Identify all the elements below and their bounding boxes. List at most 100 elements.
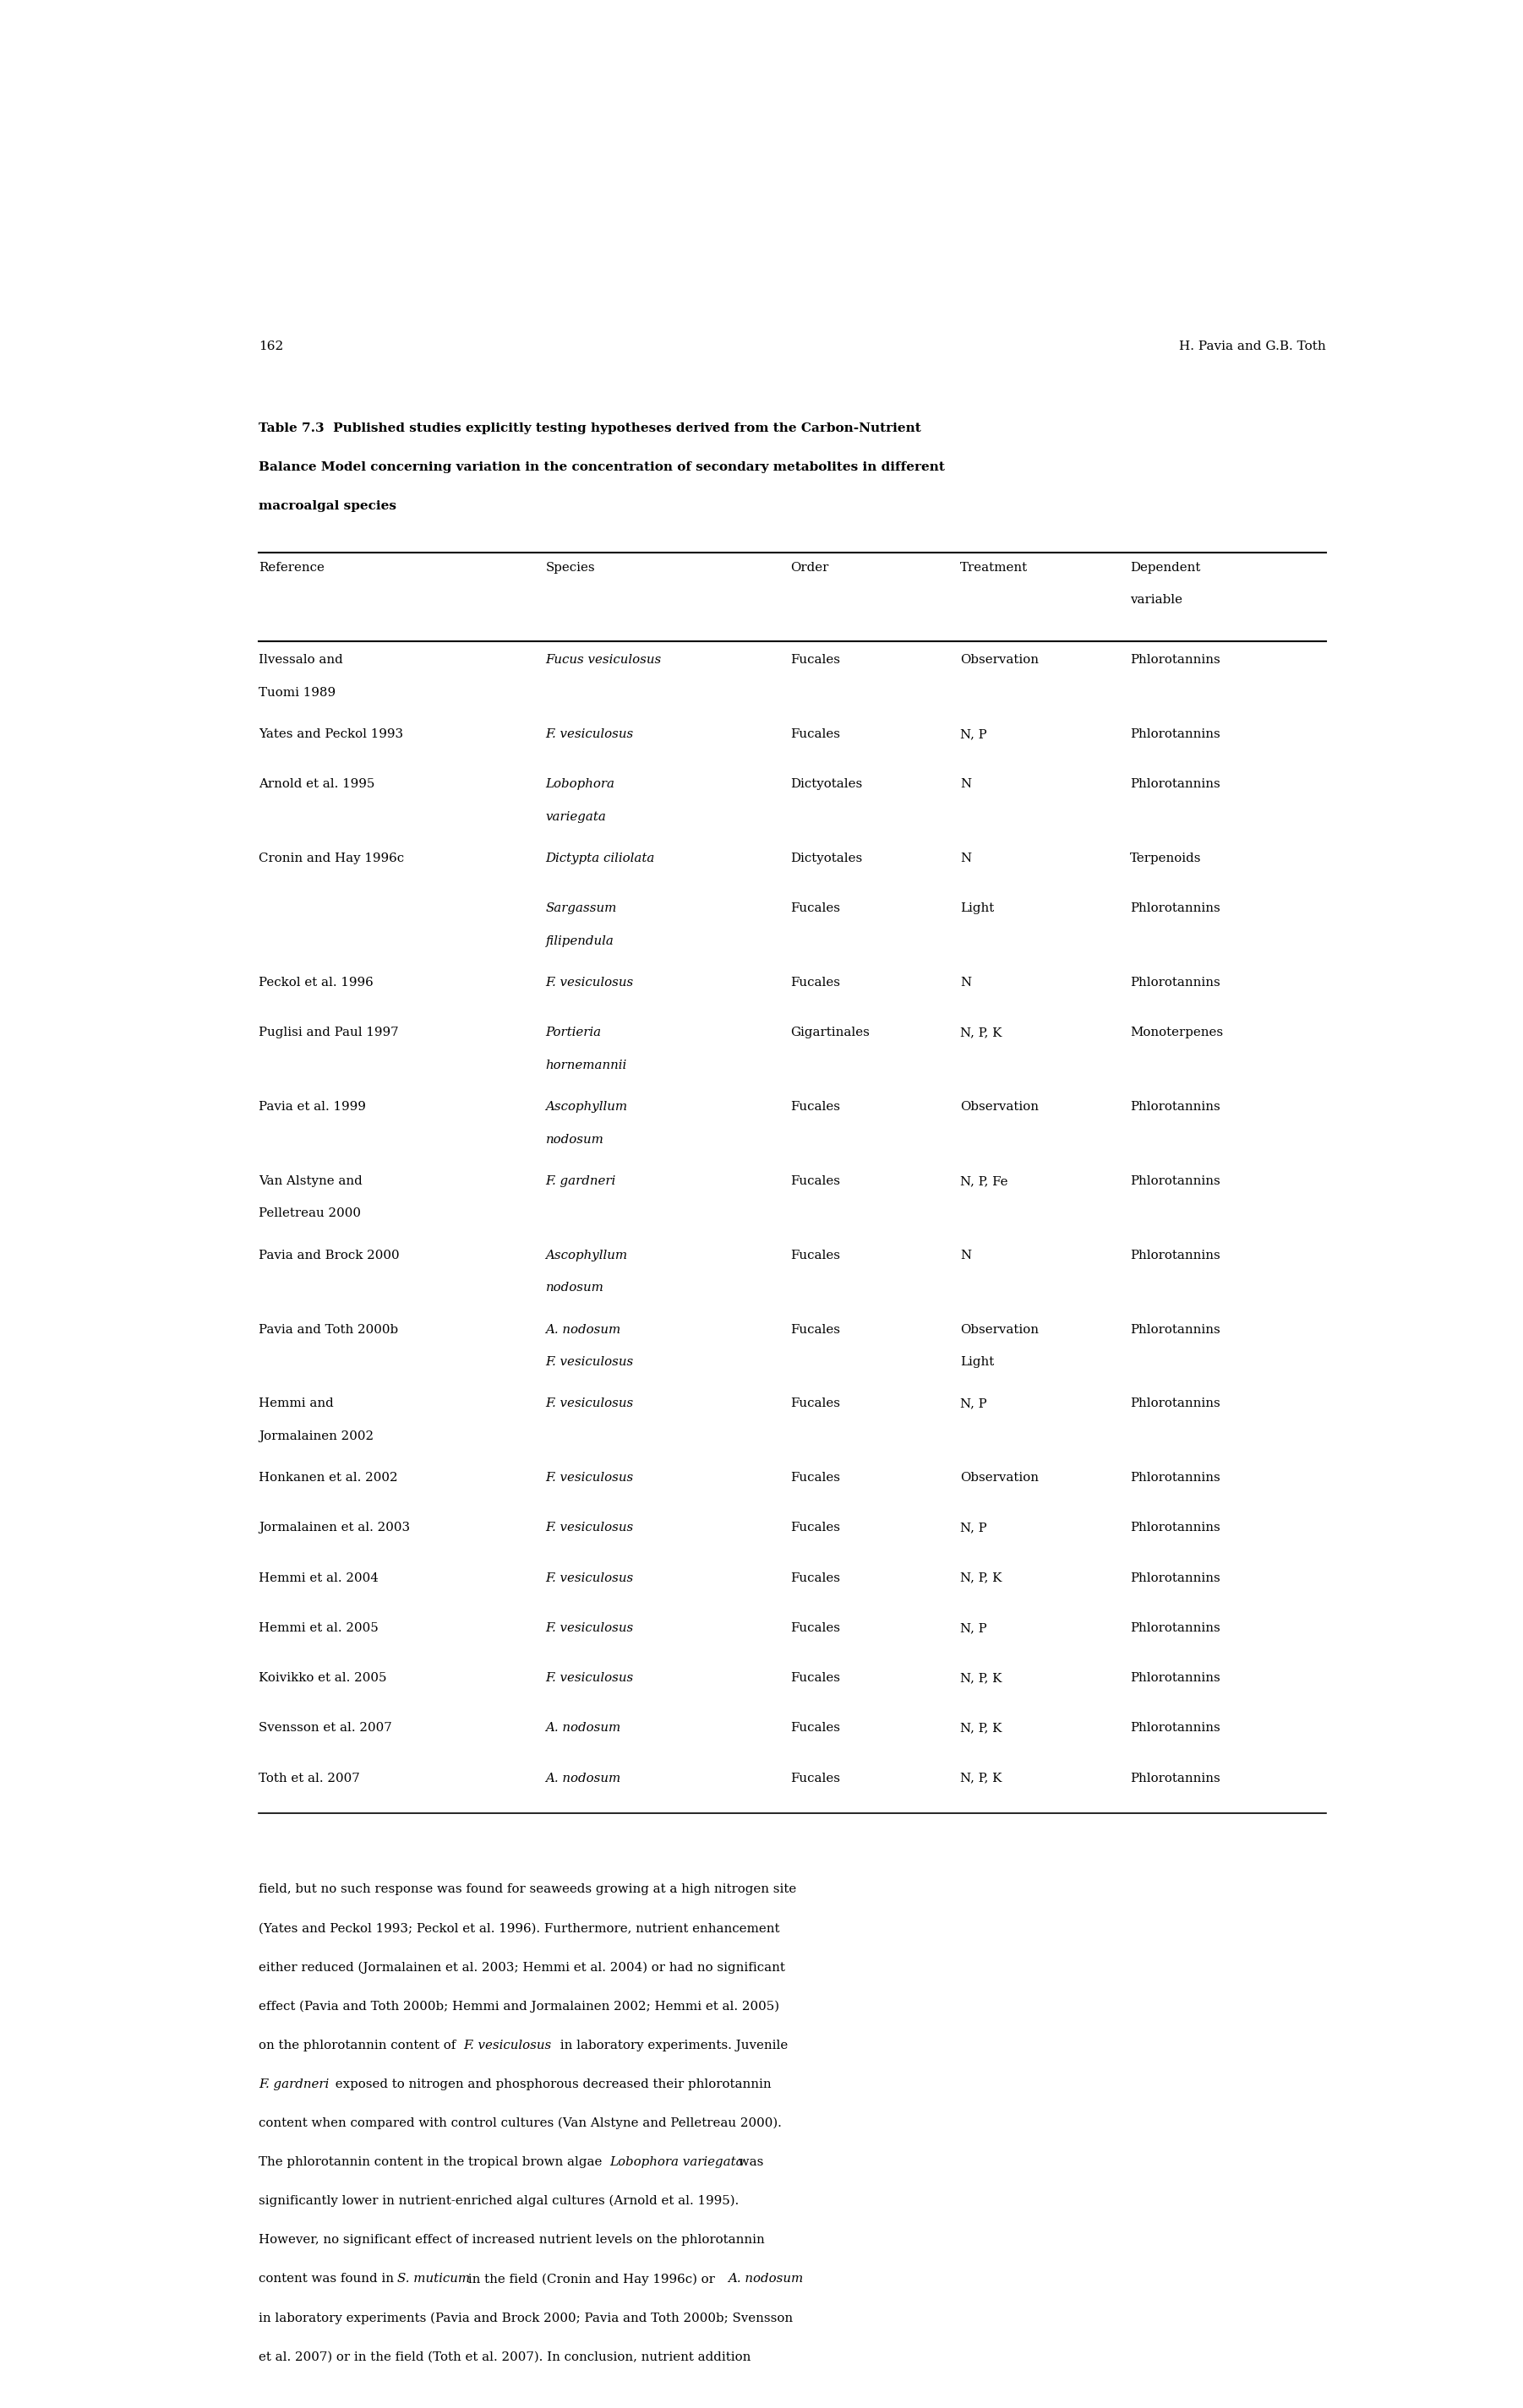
Text: N, P, K: N, P, K <box>959 1026 1002 1038</box>
Text: Ilvessalo and: Ilvessalo and <box>259 655 343 667</box>
Text: Arnold et al. 1995: Arnold et al. 1995 <box>259 778 375 790</box>
Text: Phlorotannins: Phlorotannins <box>1130 1772 1220 1784</box>
Text: Van Alstyne and: Van Alstyne and <box>259 1175 362 1187</box>
Text: Koivikko et al. 2005: Koivikko et al. 2005 <box>259 1671 387 1683</box>
Text: content was found in: content was found in <box>259 2273 398 2285</box>
Text: filipendula: filipendula <box>545 934 614 946</box>
Text: variegata: variegata <box>545 811 606 824</box>
Text: Dictyotales: Dictyotales <box>790 778 862 790</box>
Text: Yates and Peckol 1993: Yates and Peckol 1993 <box>259 727 404 739</box>
Text: Dependent: Dependent <box>1130 561 1200 573</box>
Text: F. vesiculosus: F. vesiculosus <box>545 978 634 990</box>
Text: Ascophyllum: Ascophyllum <box>545 1100 627 1112</box>
Text: Fucales: Fucales <box>790 1397 839 1409</box>
Text: effect (Pavia and Toth 2000b; Hemmi and Jormalainen 2002; Hemmi et al. 2005): effect (Pavia and Toth 2000b; Hemmi and … <box>259 2001 780 2013</box>
Text: in the field (Cronin and Hay 1996c) or: in the field (Cronin and Hay 1996c) or <box>463 2273 719 2285</box>
Text: Toth et al. 2007: Toth et al. 2007 <box>259 1772 359 1784</box>
Text: Fucales: Fucales <box>790 1250 839 1262</box>
Text: Phlorotannins: Phlorotannins <box>1130 1100 1220 1112</box>
Text: Phlorotannins: Phlorotannins <box>1130 1671 1220 1683</box>
Text: 162: 162 <box>259 342 283 352</box>
Text: N, P, K: N, P, K <box>959 1671 1002 1683</box>
Text: Phlorotannins: Phlorotannins <box>1130 727 1220 739</box>
Text: Hemmi et al. 2005: Hemmi et al. 2005 <box>259 1623 379 1635</box>
Text: F. gardneri: F. gardneri <box>545 1175 615 1187</box>
Text: Pavia and Toth 2000b: Pavia and Toth 2000b <box>259 1324 399 1336</box>
Text: N, P, Fe: N, P, Fe <box>959 1175 1008 1187</box>
Text: Jormalainen et al. 2003: Jormalainen et al. 2003 <box>259 1522 410 1534</box>
Text: N, P, K: N, P, K <box>959 1572 1002 1584</box>
Text: Fucales: Fucales <box>790 1324 839 1336</box>
Text: Cronin and Hay 1996c: Cronin and Hay 1996c <box>259 852 404 864</box>
Text: et al. 2007) or in the field (Toth et al. 2007). In conclusion, nutrient additio: et al. 2007) or in the field (Toth et al… <box>259 2350 751 2362</box>
Text: (Yates and Peckol 1993; Peckol et al. 1996). Furthermore, nutrient enhancement: (Yates and Peckol 1993; Peckol et al. 19… <box>259 1922 780 1934</box>
Text: variable: variable <box>1130 595 1182 607</box>
Text: Fucales: Fucales <box>790 727 839 739</box>
Text: in laboratory experiments (Pavia and Brock 2000; Pavia and Toth 2000b; Svensson: in laboratory experiments (Pavia and Bro… <box>259 2312 793 2324</box>
Text: F. vesiculosus: F. vesiculosus <box>463 2040 551 2052</box>
Text: significantly lower in nutrient-enriched algal cultures (Arnold et al. 1995).: significantly lower in nutrient-enriched… <box>259 2196 739 2208</box>
Text: F. vesiculosus: F. vesiculosus <box>545 727 634 739</box>
Text: Svensson et al. 2007: Svensson et al. 2007 <box>259 1722 391 1734</box>
Text: Phlorotannins: Phlorotannins <box>1130 1250 1220 1262</box>
Text: N: N <box>959 852 972 864</box>
Text: Terpenoids: Terpenoids <box>1130 852 1202 864</box>
Text: exposed to nitrogen and phosphorous decreased their phlorotannin: exposed to nitrogen and phosphorous decr… <box>332 2078 772 2090</box>
Text: Phlorotannins: Phlorotannins <box>1130 978 1220 990</box>
Text: Observation: Observation <box>959 1471 1039 1483</box>
Text: Fucales: Fucales <box>790 1522 839 1534</box>
Text: Phlorotannins: Phlorotannins <box>1130 1522 1220 1534</box>
Text: Fucales: Fucales <box>790 1671 839 1683</box>
Text: However, no significant effect of increased nutrient levels on the phlorotannin: However, no significant effect of increa… <box>259 2235 765 2247</box>
Text: F. vesiculosus: F. vesiculosus <box>545 1572 634 1584</box>
Text: Species: Species <box>545 561 595 573</box>
Text: Pelletreau 2000: Pelletreau 2000 <box>259 1209 361 1218</box>
Text: either reduced (Jormalainen et al. 2003; Hemmi et al. 2004) or had no significan: either reduced (Jormalainen et al. 2003;… <box>259 1963 786 1975</box>
Text: Lobophora: Lobophora <box>545 778 615 790</box>
Text: F. vesiculosus: F. vesiculosus <box>545 1522 634 1534</box>
Text: A. nodosum: A. nodosum <box>545 1772 621 1784</box>
Text: F. vesiculosus: F. vesiculosus <box>545 1623 634 1635</box>
Text: Fucales: Fucales <box>790 1623 839 1635</box>
Text: Phlorotannins: Phlorotannins <box>1130 1623 1220 1635</box>
Text: Fucales: Fucales <box>790 1572 839 1584</box>
Text: Hemmi and: Hemmi and <box>259 1397 334 1409</box>
Text: Puglisi and Paul 1997: Puglisi and Paul 1997 <box>259 1026 399 1038</box>
Text: Ascophyllum: Ascophyllum <box>545 1250 627 1262</box>
Text: was: was <box>734 2155 765 2167</box>
Text: A. nodosum: A. nodosum <box>545 1324 621 1336</box>
Text: Phlorotannins: Phlorotannins <box>1130 1572 1220 1584</box>
Text: on the phlorotannin content of: on the phlorotannin content of <box>259 2040 460 2052</box>
Text: Phlorotannins: Phlorotannins <box>1130 655 1220 667</box>
Text: N, P: N, P <box>959 1623 987 1635</box>
Text: Phlorotannins: Phlorotannins <box>1130 778 1220 790</box>
Text: Light: Light <box>959 903 995 915</box>
Text: Treatment: Treatment <box>959 561 1028 573</box>
Text: Phlorotannins: Phlorotannins <box>1130 1397 1220 1409</box>
Text: Tuomi 1989: Tuomi 1989 <box>259 686 337 698</box>
Text: Pavia et al. 1999: Pavia et al. 1999 <box>259 1100 366 1112</box>
Text: hornemannii: hornemannii <box>545 1060 627 1072</box>
Text: Fucales: Fucales <box>790 1100 839 1112</box>
Text: Light: Light <box>959 1356 995 1368</box>
Text: N, P: N, P <box>959 1397 987 1409</box>
Text: nodosum: nodosum <box>545 1134 603 1146</box>
Text: F. vesiculosus: F. vesiculosus <box>545 1356 634 1368</box>
Text: Honkanen et al. 2002: Honkanen et al. 2002 <box>259 1471 398 1483</box>
Text: Order: Order <box>790 561 829 573</box>
Text: Observation: Observation <box>959 1324 1039 1336</box>
Text: Fucales: Fucales <box>790 903 839 915</box>
Text: N: N <box>959 1250 972 1262</box>
Text: N: N <box>959 778 972 790</box>
Text: Fucus vesiculosus: Fucus vesiculosus <box>545 655 661 667</box>
Text: The phlorotannin content in the tropical brown algae: The phlorotannin content in the tropical… <box>259 2155 606 2167</box>
Text: Fucales: Fucales <box>790 1722 839 1734</box>
Text: Phlorotannins: Phlorotannins <box>1130 1722 1220 1734</box>
Text: N, P: N, P <box>959 1522 987 1534</box>
Text: Table 7.3  Published studies explicitly testing hypotheses derived from the Carb: Table 7.3 Published studies explicitly t… <box>259 421 921 433</box>
Text: Dictyotales: Dictyotales <box>790 852 862 864</box>
Text: Fucales: Fucales <box>790 1175 839 1187</box>
Text: Fucales: Fucales <box>790 978 839 990</box>
Text: content when compared with control cultures (Van Alstyne and Pelletreau 2000).: content when compared with control cultu… <box>259 2117 781 2129</box>
Text: nodosum: nodosum <box>545 1281 603 1293</box>
